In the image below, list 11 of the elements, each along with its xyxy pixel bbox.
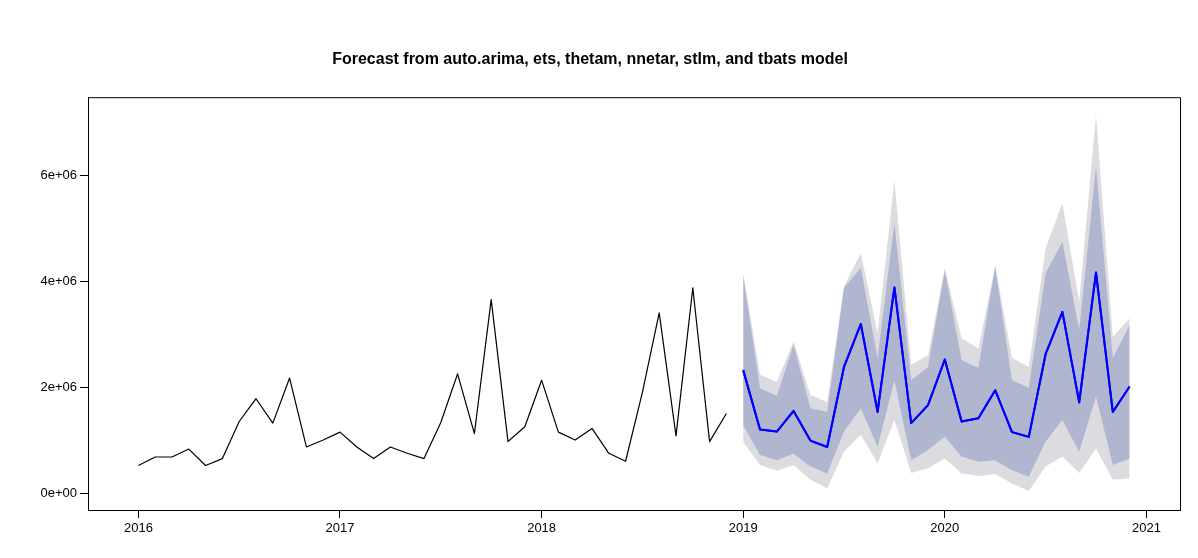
x-tick-label: 2017	[325, 520, 355, 536]
chart-title: Forecast from auto.arima, ets, thetam, nnetar, stlm, and tbats model	[332, 50, 848, 68]
x-tick-label: 2016	[123, 520, 153, 536]
y-tick-label: 6e+06	[40, 166, 77, 182]
x-tick-label: 2019	[728, 520, 758, 536]
x-tick-label: 2020	[930, 520, 960, 536]
y-tick-label: 0e+00	[40, 484, 77, 500]
x-tick-label: 2018	[527, 520, 557, 536]
y-tick-label: 4e+06	[40, 272, 77, 288]
x-tick-label: 2021	[1131, 520, 1161, 536]
y-tick-label: 2e+06	[40, 378, 77, 394]
